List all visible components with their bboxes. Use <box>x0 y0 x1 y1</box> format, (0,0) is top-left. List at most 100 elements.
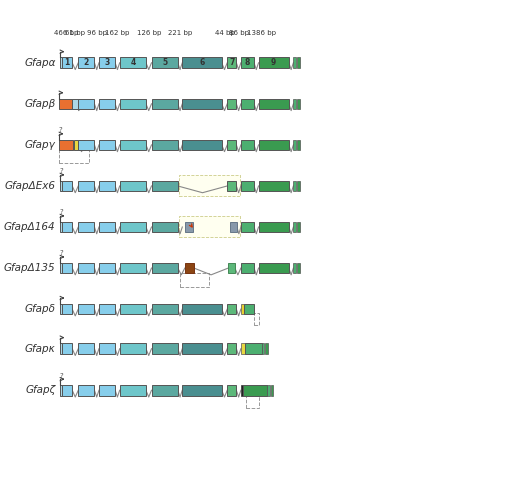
Bar <box>60 181 62 191</box>
Bar <box>227 343 236 354</box>
Bar <box>230 222 237 232</box>
Bar <box>152 263 178 273</box>
Text: ?: ? <box>59 251 63 256</box>
Bar <box>182 385 222 396</box>
Bar <box>62 181 72 191</box>
Bar <box>99 222 115 232</box>
Bar <box>293 99 296 109</box>
Bar <box>227 385 236 396</box>
Bar <box>271 385 273 396</box>
Bar <box>293 57 296 68</box>
Bar <box>99 181 115 191</box>
Bar <box>297 263 299 273</box>
Bar <box>293 181 296 191</box>
Text: 162 bp: 162 bp <box>105 30 130 36</box>
Bar <box>62 222 72 232</box>
Bar <box>245 343 262 354</box>
Bar <box>297 181 299 191</box>
Text: Gfapγ: Gfapγ <box>25 140 56 150</box>
Bar <box>227 181 236 191</box>
Bar <box>179 175 240 196</box>
Bar <box>120 304 146 314</box>
Bar <box>78 140 85 150</box>
Text: ?: ? <box>58 128 62 133</box>
Text: 1386 bp: 1386 bp <box>247 30 276 36</box>
Text: Gfapβ: Gfapβ <box>24 99 56 109</box>
Text: Gfapκ: Gfapκ <box>25 344 56 354</box>
Bar <box>259 263 289 273</box>
Bar <box>152 57 178 68</box>
Bar <box>60 304 62 314</box>
Bar <box>241 140 254 150</box>
Bar <box>185 263 194 273</box>
Bar <box>60 343 62 354</box>
Bar <box>152 99 178 109</box>
Bar <box>259 181 289 191</box>
Bar <box>254 313 259 325</box>
Bar <box>72 99 79 109</box>
Text: 2: 2 <box>84 58 89 67</box>
Bar <box>120 99 146 109</box>
Bar <box>266 343 268 354</box>
Bar <box>74 140 78 150</box>
Bar <box>120 343 146 354</box>
Bar <box>267 385 270 396</box>
Bar <box>62 343 72 354</box>
Bar <box>182 57 222 68</box>
Bar <box>241 385 243 396</box>
Bar <box>259 57 289 68</box>
Bar <box>78 263 94 273</box>
Text: 9: 9 <box>271 58 276 67</box>
Bar <box>78 99 94 109</box>
Bar <box>293 222 296 232</box>
Bar <box>120 181 146 191</box>
Bar <box>297 140 299 150</box>
Bar <box>78 57 94 68</box>
Bar <box>99 304 115 314</box>
Bar <box>262 343 264 354</box>
Bar <box>241 99 254 109</box>
Bar <box>59 150 89 163</box>
Bar <box>241 181 254 191</box>
Bar <box>59 140 73 150</box>
Bar <box>241 343 245 354</box>
Bar <box>60 385 62 396</box>
Bar <box>179 216 240 237</box>
Text: ?: ? <box>59 210 63 215</box>
Bar <box>78 181 94 191</box>
Text: ?: ? <box>59 373 63 379</box>
Bar <box>297 99 299 109</box>
Bar <box>120 57 146 68</box>
Bar <box>182 140 222 150</box>
Bar <box>297 222 299 232</box>
Text: GfapΔEx6: GfapΔEx6 <box>5 181 56 191</box>
Bar <box>259 99 289 109</box>
Bar <box>99 263 115 273</box>
Bar <box>152 140 178 150</box>
Text: 86 bp: 86 bp <box>229 30 248 36</box>
Text: ?: ? <box>59 169 63 174</box>
Text: GfapΔ164: GfapΔ164 <box>4 222 56 232</box>
Bar <box>241 222 254 232</box>
Bar <box>78 222 94 232</box>
Text: Gfapα: Gfapα <box>24 58 56 68</box>
Bar <box>62 304 72 314</box>
Bar <box>185 222 193 232</box>
Bar <box>227 140 236 150</box>
Bar <box>120 140 146 150</box>
Text: 6: 6 <box>199 58 205 67</box>
Bar <box>182 304 222 314</box>
Text: 5: 5 <box>162 58 167 67</box>
Text: Gfapζ: Gfapζ <box>25 385 56 395</box>
Text: 126 bp: 126 bp <box>136 30 161 36</box>
Bar <box>293 263 296 273</box>
Bar <box>78 304 94 314</box>
Bar <box>120 263 146 273</box>
Text: 8: 8 <box>245 58 250 67</box>
Bar <box>182 99 222 109</box>
Bar <box>99 140 115 150</box>
Bar <box>152 304 178 314</box>
Bar <box>99 99 115 109</box>
Text: 466 bp: 466 bp <box>54 30 78 36</box>
Bar <box>243 304 254 314</box>
